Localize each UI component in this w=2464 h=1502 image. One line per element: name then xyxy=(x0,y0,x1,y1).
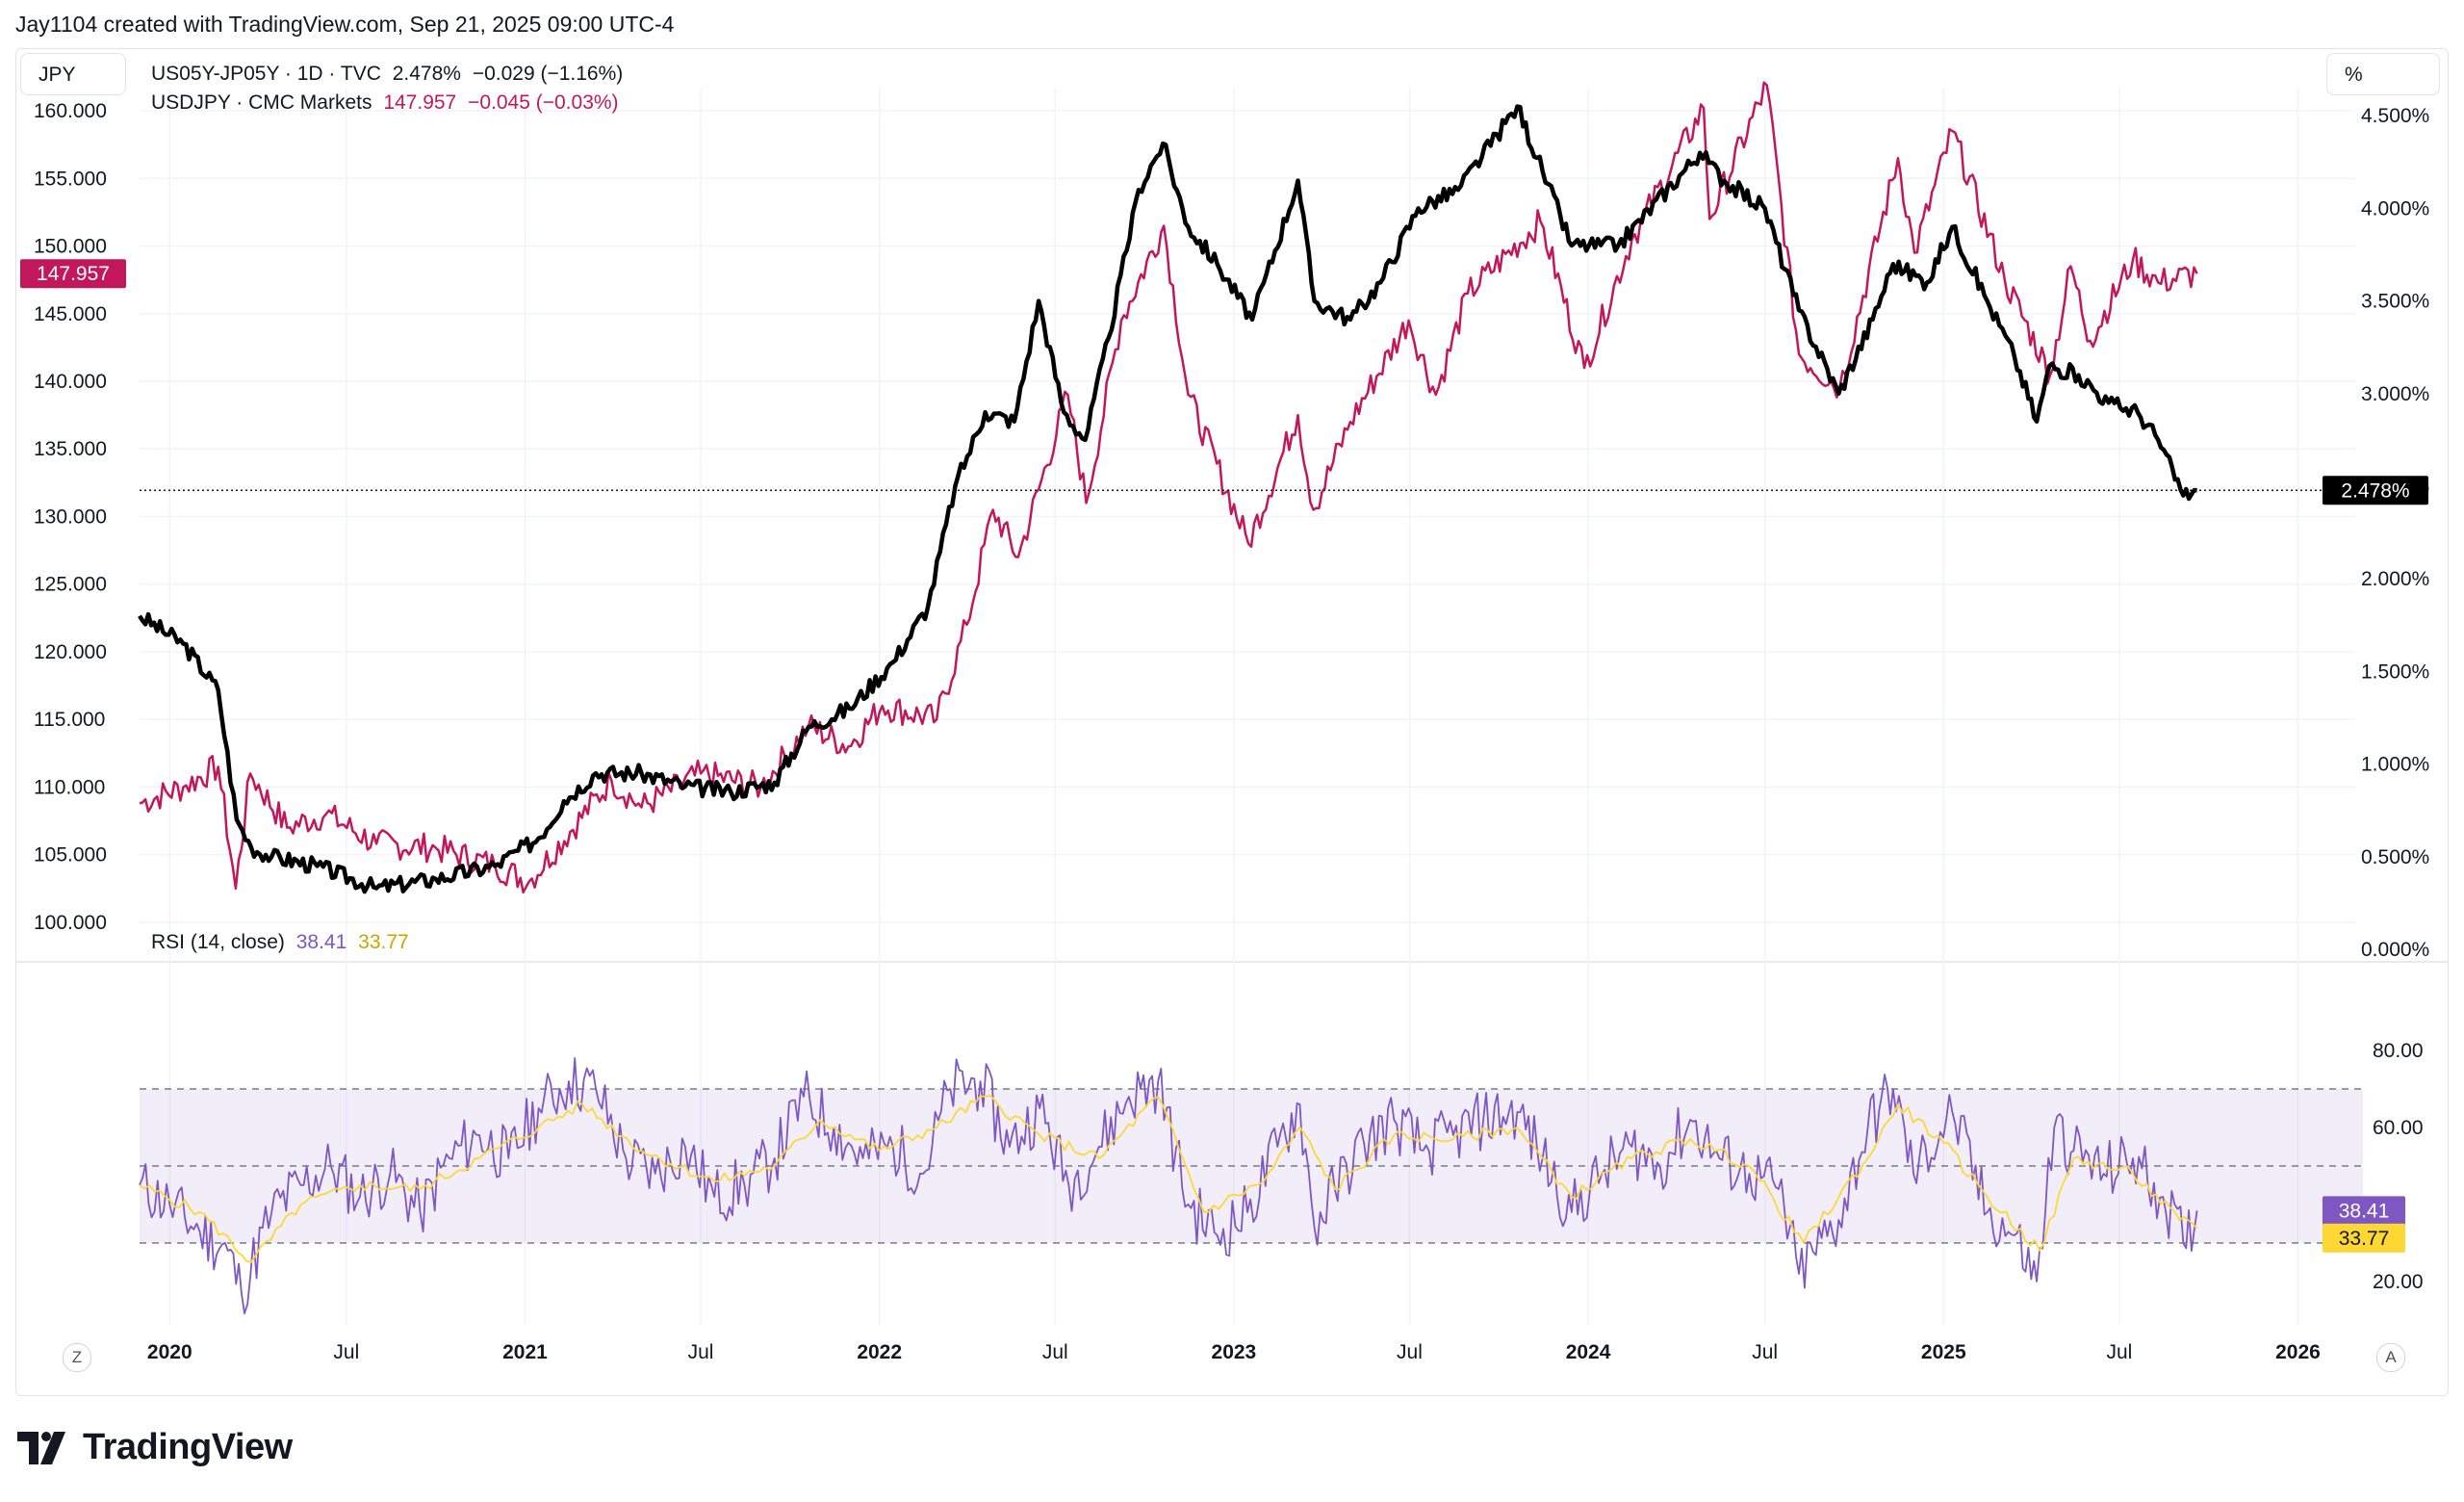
legend-rsi-value: 38.41 xyxy=(295,931,347,953)
rsi-ma-line xyxy=(139,1095,2198,1263)
zoom-reset-label: Z xyxy=(71,1348,83,1366)
legend-series2-value: 147.957 xyxy=(383,91,457,114)
legend-series2-symbol: USDJPY · CMC Markets xyxy=(151,91,372,114)
left-axis-tick-label: 140.000 xyxy=(34,371,107,393)
x-tick-label: 2025 xyxy=(1921,1341,1966,1363)
rsi-ma-value-badge: 33.77 xyxy=(2339,1228,2390,1250)
left-axis-tick-label: 115.000 xyxy=(34,709,105,731)
left-axis-tick-label: 160.000 xyxy=(34,100,107,122)
right-axis-tick-label: 0.000% xyxy=(2361,939,2429,961)
zoom-reset-button[interactable]: Z xyxy=(63,1343,91,1372)
tradingview-logo[interactable]: TradingView xyxy=(17,1427,293,1468)
auto-scale-button[interactable]: A xyxy=(2376,1343,2405,1372)
left-axis-tick-label: 150.000 xyxy=(34,236,107,258)
right-axis-tick-label: 1.000% xyxy=(2361,754,2429,776)
legend-series2-change: −0.045 (−0.03%) xyxy=(468,91,619,114)
x-tick-label: Jul xyxy=(1752,1341,1778,1363)
right-axis-tick-label: 2.000% xyxy=(2361,568,2429,590)
right-axis-tick-label: 4.500% xyxy=(2361,105,2429,127)
x-tick-label: Jul xyxy=(1042,1341,1068,1363)
rsi-axis-tick-label: 60.00 xyxy=(2373,1117,2424,1139)
x-tick-label: Jul xyxy=(688,1341,714,1363)
x-tick-label: Jul xyxy=(2106,1341,2132,1363)
left-axis-tick-label: 135.000 xyxy=(34,438,107,460)
left-axis-tick-label: 145.000 xyxy=(34,303,107,325)
left-axis-currency-button[interactable]: JPY xyxy=(20,53,126,95)
legend-series1-value: 2.478% xyxy=(392,63,461,85)
right-axis-tick-label: 4.000% xyxy=(2361,197,2429,220)
legend-series1[interactable]: US05Y-JP05Y · 1D · TVC 2.478% −0.029 (−1… xyxy=(151,63,629,86)
spread-price-badge-bg xyxy=(2323,476,2428,505)
x-tick-label: Jul xyxy=(1397,1341,1423,1363)
left-axis-tick-label: 125.000 xyxy=(34,574,107,596)
right-axis-tick-label: 3.500% xyxy=(2361,291,2429,313)
legend-series1-symbol: US05Y-JP05Y · 1D · TVC xyxy=(151,63,381,85)
legend-series2[interactable]: USDJPY · CMC Markets 147.957 −0.045 (−0.… xyxy=(151,91,625,115)
spread-line xyxy=(138,104,2197,894)
legend-series1-change: −0.029 (−1.16%) xyxy=(472,63,624,85)
x-tick-label: 2024 xyxy=(1566,1341,1611,1363)
legend-rsi-ma-value: 33.77 xyxy=(358,931,409,953)
usdjpy-price-badge-bg xyxy=(20,259,126,289)
usdjpy-price-badge: 147.957 xyxy=(37,263,110,285)
right-axis-unit-label: % xyxy=(2345,64,2363,86)
left-axis-tick-label: 105.000 xyxy=(34,844,107,867)
rsi-axis-tick-label: 20.00 xyxy=(2373,1271,2424,1293)
chart-panel[interactable]: 2020 Jul 2021 Jul 2022 Jul 2023 Jul 2024 Jul 2025 J… xyxy=(15,48,2449,1396)
right-axis-tick-label: 0.500% xyxy=(2361,846,2429,868)
x-tick-label: 2026 xyxy=(2275,1341,2321,1363)
spread-price-badge: 2.478% xyxy=(2341,479,2409,502)
tradingview-logo-icon xyxy=(17,1431,65,1464)
x-tick-label: 2021 xyxy=(502,1341,548,1363)
tradingview-logo-text: TradingView xyxy=(83,1427,293,1467)
right-axis-tick-label: 3.000% xyxy=(2361,383,2429,405)
rsi-value-badge: 38.41 xyxy=(2339,1200,2390,1222)
rsi-ma-value-badge-bg xyxy=(2323,1223,2405,1253)
chart-canvas[interactable]: 2020 Jul 2021 Jul 2022 Jul 2023 Jul 2024 Jul 2025 J… xyxy=(16,49,2448,1395)
x-tick-label: 2022 xyxy=(857,1341,902,1363)
attribution-header: Jay1104 created with TradingView.com, Se… xyxy=(15,12,675,37)
left-axis-tick-label: 130.000 xyxy=(34,505,107,528)
usdjpy-line xyxy=(139,81,2198,894)
left-axis-currency-label: JPY xyxy=(38,64,76,86)
left-axis-tick-label: 100.000 xyxy=(34,912,107,934)
legend-rsi-label: RSI (14, close) xyxy=(151,931,285,953)
rsi-line xyxy=(139,1057,2198,1315)
left-axis-tick-label: 120.000 xyxy=(34,641,107,663)
x-tick-label: 2023 xyxy=(1212,1341,1257,1363)
rsi-axis-tick-label: 80.00 xyxy=(2373,1040,2424,1062)
auto-scale-label: A xyxy=(2385,1348,2397,1366)
right-axis-tick-label: 1.500% xyxy=(2361,660,2429,683)
x-tick-label: 2020 xyxy=(147,1341,192,1363)
left-axis-tick-label: 155.000 xyxy=(34,168,107,190)
legend-rsi[interactable]: RSI (14, close) 38.41 33.77 xyxy=(151,931,415,954)
right-axis-unit-button[interactable]: % xyxy=(2326,53,2440,95)
x-tick-label: Jul xyxy=(333,1341,359,1363)
left-axis-tick-label: 110.000 xyxy=(34,776,105,798)
rsi-value-badge-bg xyxy=(2323,1196,2405,1226)
